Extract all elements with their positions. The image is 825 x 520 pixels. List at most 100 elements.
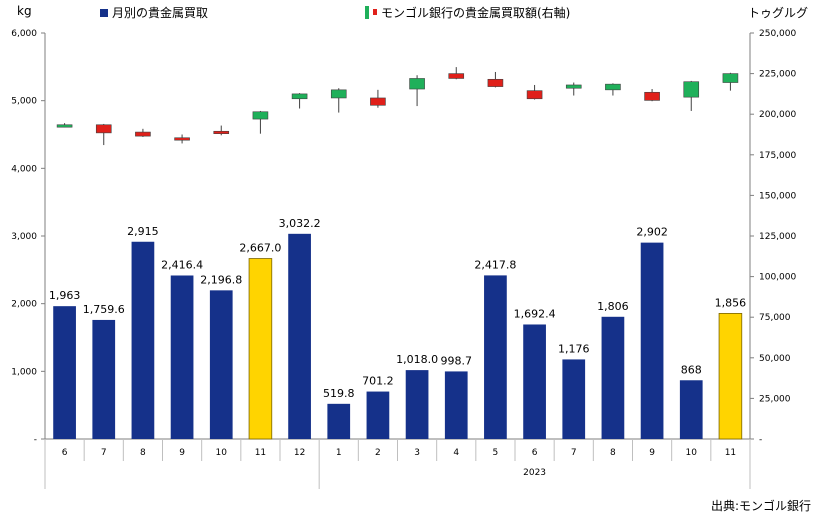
source-note: 出典:モンゴル銀行 [710,499,811,513]
candle-body-13 [526,90,543,100]
x-tick-label: 11 [255,448,266,458]
bar-value-label: 2,196.8 [200,273,242,286]
x-tick-label: 4 [453,448,459,458]
bar-value-label: 2,417.8 [474,258,516,271]
right-tick-label: 250,000 [759,29,796,39]
x-tick-label: 7 [101,448,107,458]
candle-body-17 [683,81,700,98]
legend-swatch-bar [100,8,108,17]
right-tick-label: 75,000 [759,313,791,323]
candle-body-10 [409,78,425,90]
x-tick-label: 8 [140,448,146,458]
candle-body-12 [487,78,504,87]
bar-7 [288,233,311,439]
legend-item-bars: 月別の貴金属買取 [100,4,208,21]
left-tick-label: - [34,435,37,445]
right-tick-label: - [759,435,762,445]
bar-18 [718,313,743,440]
x-tick-label: 10 [686,448,698,458]
bar-value-label: 1,856 [715,296,747,309]
x-tick-label: 12 [294,448,305,458]
x-tick-label: 3 [414,448,420,458]
left-tick-label: 3,000 [11,232,37,242]
bar-10 [405,370,429,439]
bar-value-label: 2,915 [127,225,159,238]
x-year-label: 2023 [523,468,546,478]
candle-body-14 [565,84,582,89]
right-tick-label: 175,000 [759,151,796,161]
legend-item-candles: モンゴル銀行の貴金属買取額(右軸) [365,4,570,21]
bar-value-label: 2,416.4 [161,258,203,271]
candle-body-15 [605,83,621,91]
bar-value-label: 2,667.0 [239,242,281,255]
bar-13 [523,324,546,439]
x-tick-label: 2 [375,448,381,458]
bar-value-label: 1,806 [597,300,629,313]
bar-9 [366,391,390,439]
candle-body-4 [174,137,190,141]
bar-value-label: 519.8 [323,387,355,400]
right-tick-label: 25,000 [759,394,791,404]
bar-1 [53,306,76,439]
bar-value-label: 1,018.0 [396,353,438,366]
bar-value-label: 701.2 [362,375,394,388]
right-tick-label: 100,000 [759,273,796,283]
bar-value-label: 1,963 [49,289,81,302]
bar-17 [679,380,703,439]
bar-5 [209,290,233,439]
bar-16 [640,242,664,439]
bar-8 [327,403,351,439]
bar-11 [444,371,468,439]
right-tick-label: 125,000 [759,232,796,242]
x-tick-label: 6 [62,448,68,458]
bar-value-label: 2,902 [636,226,668,239]
left-tick-label: 5,000 [11,97,37,107]
right-axis-unit: トゥグルグ [748,6,809,20]
legend-label-bars: 月別の貴金属買取 [112,6,209,20]
right-tick-label: 225,000 [759,70,796,80]
bar-value-label: 1,176 [558,342,590,355]
legend-label-candles: モンゴル銀行の貴金属買取額(右軸) [381,6,571,20]
x-tick-label: 9 [179,448,185,458]
left-tick-label: 2,000 [11,300,37,310]
bar-3 [131,241,155,439]
x-tick-label: 5 [493,448,499,458]
bar-value-label: 998.7 [441,354,473,367]
bar-value-label: 1,692.4 [514,307,556,320]
left-tick-label: 1,000 [11,367,37,377]
candle-body-18 [722,73,739,83]
bar-value-label: 868 [681,363,702,376]
x-tick-label: 7 [571,448,577,458]
candle-body-11 [448,73,465,79]
left-tick-label: 4,000 [11,164,37,174]
bar-12 [484,275,507,439]
bar-14 [562,359,586,439]
bar-value-label: 3,032.2 [279,217,321,230]
bar-value-label: 1,759.6 [83,303,125,316]
bar-2 [92,319,116,439]
x-tick-label: 11 [725,448,736,458]
x-tick-label: 8 [610,448,616,458]
candle-body-1 [56,124,73,128]
candle-body-8 [330,89,347,99]
candle-body-5 [213,130,230,134]
candle-body-3 [135,131,151,137]
right-tick-label: 150,000 [759,191,796,201]
left-tick-label: 6,000 [11,29,37,39]
x-tick-label: 9 [649,448,655,458]
candle-body-9 [370,97,386,106]
right-tick-label: 200,000 [759,110,796,120]
x-tick-label: 10 [216,448,228,458]
candle-body-16 [644,91,660,101]
candle-body-7 [291,93,308,100]
right-tick-label: 50,000 [759,354,791,364]
candle-body-2 [95,124,112,134]
bar-4 [170,275,194,439]
candle-body-6 [252,111,269,120]
legend-swatch-candle [365,5,379,21]
bar-6 [248,258,273,440]
x-tick-label: 6 [532,448,538,458]
x-tick-label: 1 [336,448,342,458]
left-axis-unit: kg [17,4,32,18]
